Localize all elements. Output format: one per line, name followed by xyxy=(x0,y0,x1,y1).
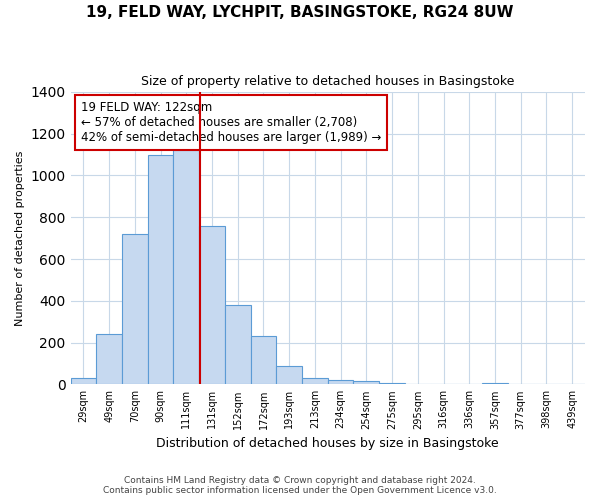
Bar xyxy=(96,334,122,384)
Bar xyxy=(173,150,199,384)
Text: Contains HM Land Registry data © Crown copyright and database right 2024.
Contai: Contains HM Land Registry data © Crown c… xyxy=(103,476,497,495)
Bar xyxy=(122,234,148,384)
Bar xyxy=(148,154,173,384)
Bar xyxy=(302,378,328,384)
Bar xyxy=(199,226,225,384)
Bar xyxy=(251,336,277,384)
Bar xyxy=(328,380,353,384)
Bar xyxy=(277,366,302,384)
Bar xyxy=(225,305,251,384)
Bar xyxy=(353,381,379,384)
X-axis label: Distribution of detached houses by size in Basingstoke: Distribution of detached houses by size … xyxy=(157,437,499,450)
Text: 19 FELD WAY: 122sqm
← 57% of detached houses are smaller (2,708)
42% of semi-det: 19 FELD WAY: 122sqm ← 57% of detached ho… xyxy=(81,100,381,144)
Text: 19, FELD WAY, LYCHPIT, BASINGSTOKE, RG24 8UW: 19, FELD WAY, LYCHPIT, BASINGSTOKE, RG24… xyxy=(86,5,514,20)
Title: Size of property relative to detached houses in Basingstoke: Size of property relative to detached ho… xyxy=(141,75,514,88)
Y-axis label: Number of detached properties: Number of detached properties xyxy=(15,150,25,326)
Bar xyxy=(71,378,96,384)
